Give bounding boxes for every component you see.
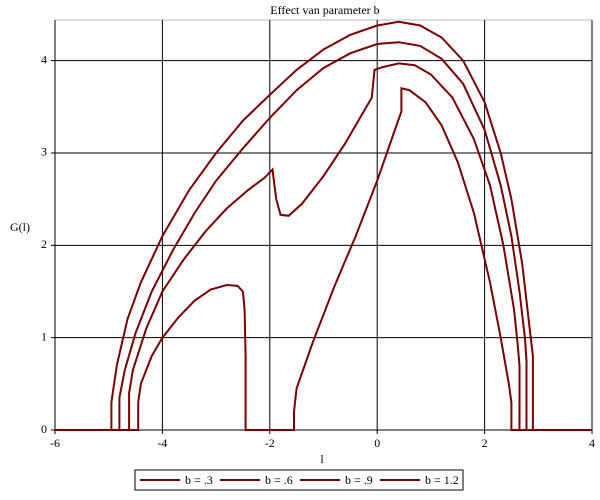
legend-label: b = .6 (265, 473, 293, 487)
series-line (55, 62, 592, 431)
legend-box (134, 469, 464, 491)
y-tick-label: 1 (41, 329, 47, 343)
x-tick-label: -2 (265, 436, 275, 450)
series-line (55, 41, 592, 431)
x-tick-label: 0 (374, 436, 380, 450)
y-tick-label: 0 (41, 422, 47, 436)
chart-title: Effect van parameter b (270, 3, 379, 17)
x-tick-label: -4 (157, 436, 167, 450)
y-tick-label: 3 (41, 145, 47, 159)
legend-label: b = .3 (185, 473, 213, 487)
x-tick-label: -6 (50, 436, 60, 450)
x-tick-label: 2 (482, 436, 488, 450)
legend-label: b = 1.2 (425, 473, 459, 487)
y-axis-label: G(l) (10, 220, 30, 234)
x-axis-label: l (320, 452, 324, 466)
series-line (55, 87, 592, 431)
legend-label: b = .9 (345, 473, 373, 487)
y-tick-label: 4 (41, 52, 47, 66)
x-tick-label: 4 (589, 436, 595, 450)
y-tick-label: 2 (41, 237, 47, 251)
series-line (55, 20, 592, 431)
